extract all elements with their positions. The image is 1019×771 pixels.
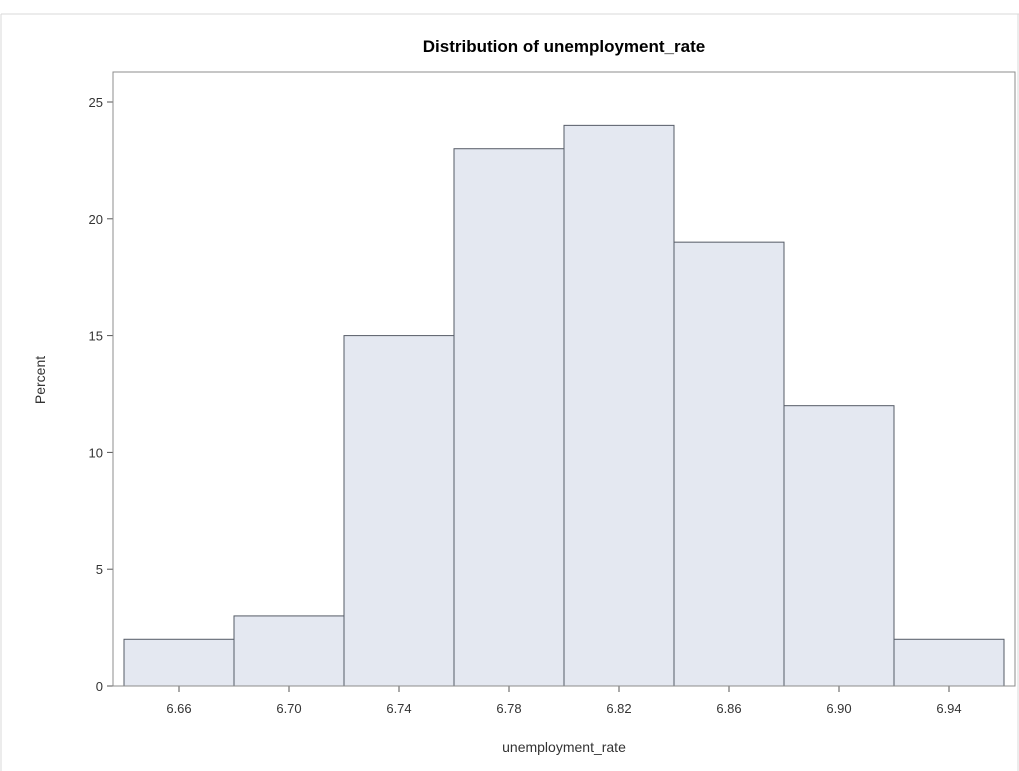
y-tick-label: 10 bbox=[89, 445, 103, 460]
y-tick-label: 15 bbox=[89, 329, 103, 344]
x-tick-label: 6.90 bbox=[826, 701, 851, 716]
x-tick-label: 6.66 bbox=[166, 701, 191, 716]
histogram-bar bbox=[123, 638, 235, 687]
plot-area-frame bbox=[112, 71, 1016, 687]
x-tick-label: 6.86 bbox=[716, 701, 741, 716]
x-tick-label: 6.82 bbox=[606, 701, 631, 716]
histogram-bar bbox=[563, 124, 675, 687]
histogram-bar bbox=[233, 615, 345, 687]
x-axis-label: unemployment_rate bbox=[502, 739, 626, 755]
x-tick-label: 6.74 bbox=[386, 701, 411, 716]
x-axis: 6.66 6.70 6.74 6.78 6.82 6.86 6.90 6.94 bbox=[166, 686, 962, 716]
y-tick-label: 5 bbox=[96, 562, 103, 577]
chart-title: Distribution of unemployment_rate bbox=[423, 37, 705, 56]
x-tick-label: 6.94 bbox=[936, 701, 961, 716]
y-axis: 0 5 10 15 20 25 bbox=[89, 95, 113, 694]
y-tick-label: 25 bbox=[89, 95, 103, 110]
histogram-bar bbox=[783, 405, 895, 687]
y-axis-label: Percent bbox=[32, 356, 48, 404]
x-tick-label: 6.70 bbox=[276, 701, 301, 716]
histogram-bar bbox=[343, 335, 455, 687]
bars-group bbox=[123, 124, 1005, 687]
histogram-bar bbox=[673, 241, 785, 687]
y-tick-label: 20 bbox=[89, 212, 103, 227]
histogram-bar bbox=[893, 638, 1005, 687]
histogram-bar bbox=[453, 148, 565, 687]
x-tick-label: 6.78 bbox=[496, 701, 521, 716]
y-tick-label: 0 bbox=[96, 679, 103, 694]
